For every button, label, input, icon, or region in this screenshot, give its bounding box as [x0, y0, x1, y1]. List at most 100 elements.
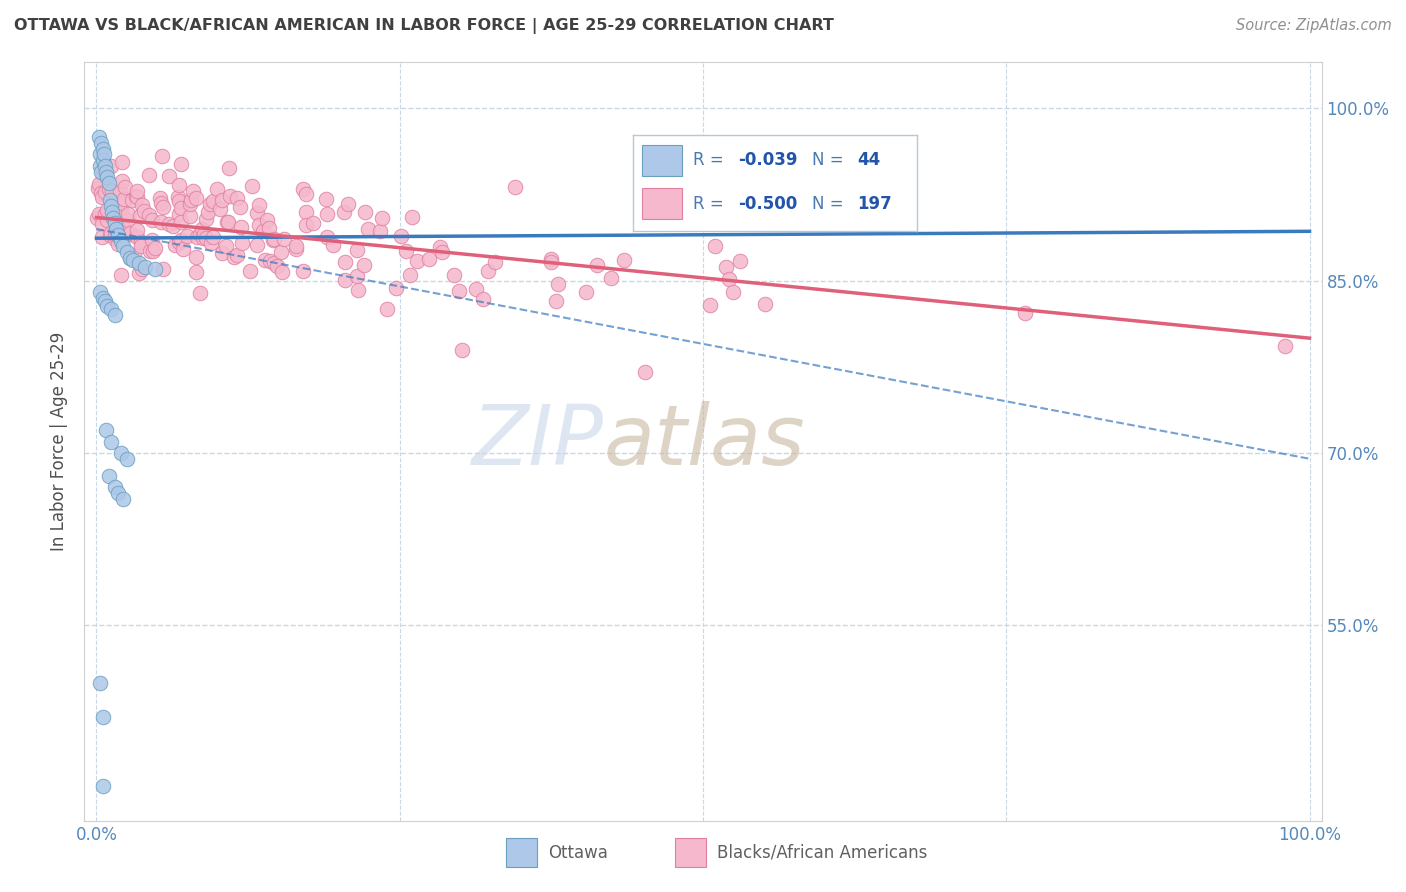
Point [114, 180, 136, 194]
Point [226, 191, 249, 205]
Point [157, 217, 180, 231]
Point [118, 227, 141, 241]
Point [104, 222, 127, 236]
Point [96, 203, 118, 218]
Point [353, 258, 375, 272]
Point [162, 219, 184, 233]
Text: atlas: atlas [605, 401, 806, 482]
Point [284, 239, 307, 253]
Point [200, 235, 222, 250]
Point [634, 365, 657, 379]
Point [138, 168, 160, 182]
Point [718, 272, 741, 286]
Point [253, 253, 276, 268]
Point [547, 277, 569, 291]
Point [294, 186, 316, 201]
Point [262, 233, 284, 247]
Point [169, 233, 191, 247]
Point [141, 234, 163, 248]
Point [266, 259, 288, 273]
Point [190, 222, 212, 236]
Point [295, 204, 318, 219]
Point [586, 258, 609, 272]
Point [104, 222, 127, 236]
Point [89, 147, 111, 161]
Point [87, 130, 110, 145]
Point [699, 298, 721, 312]
Point [315, 192, 337, 206]
Point [389, 229, 412, 244]
Point [322, 238, 344, 252]
Point [333, 255, 356, 269]
Bar [643, 145, 682, 176]
Point [89, 675, 111, 690]
Point [143, 241, 166, 255]
Point [98, 227, 121, 242]
Point [167, 190, 190, 204]
Point [371, 211, 394, 225]
Point [385, 281, 408, 295]
Point [284, 242, 307, 256]
Point [181, 184, 204, 198]
Point [613, 253, 636, 268]
Point [730, 254, 752, 268]
Point [184, 265, 207, 279]
Text: 44: 44 [858, 152, 880, 169]
Point [754, 296, 776, 310]
Point [176, 229, 198, 244]
Point [195, 231, 218, 245]
Point [430, 244, 453, 259]
Point [315, 207, 337, 221]
Point [87, 207, 110, 221]
Point [721, 285, 744, 299]
Point [100, 226, 122, 240]
Point [90, 136, 112, 150]
Point [104, 216, 127, 230]
Point [142, 244, 165, 259]
Point [97, 181, 120, 195]
Point [91, 166, 114, 180]
Point [273, 232, 295, 246]
Point [714, 260, 737, 275]
Point [94, 185, 117, 199]
Point [152, 261, 174, 276]
Point [93, 156, 115, 170]
Point [247, 198, 270, 212]
Point [131, 261, 153, 276]
Point [129, 239, 152, 253]
Text: -0.039: -0.039 [738, 152, 797, 169]
Point [127, 185, 149, 199]
Point [575, 285, 598, 299]
Point [471, 292, 494, 306]
Point [108, 184, 131, 198]
Point [107, 228, 129, 243]
Point [111, 195, 134, 210]
Point [118, 227, 141, 241]
Point [347, 284, 370, 298]
Text: R =: R = [693, 152, 728, 169]
Point [100, 434, 122, 449]
Point [105, 198, 128, 212]
Point [219, 188, 242, 202]
Point [399, 268, 422, 282]
Point [132, 203, 155, 218]
Point [96, 212, 118, 227]
Text: -0.500: -0.500 [738, 194, 797, 213]
Point [89, 285, 111, 300]
Point [127, 230, 149, 244]
Text: N =: N = [811, 152, 849, 169]
Point [121, 193, 143, 207]
Point [91, 217, 114, 231]
Point [179, 209, 201, 223]
Point [184, 191, 207, 205]
Point [115, 245, 138, 260]
Point [229, 200, 252, 214]
Point [186, 230, 208, 244]
Point [346, 268, 368, 283]
Point [91, 291, 114, 305]
Point [170, 157, 193, 171]
Point [201, 230, 224, 244]
Text: Blacks/African Americans: Blacks/African Americans [717, 844, 928, 862]
Point [259, 253, 281, 268]
Point [117, 213, 139, 227]
